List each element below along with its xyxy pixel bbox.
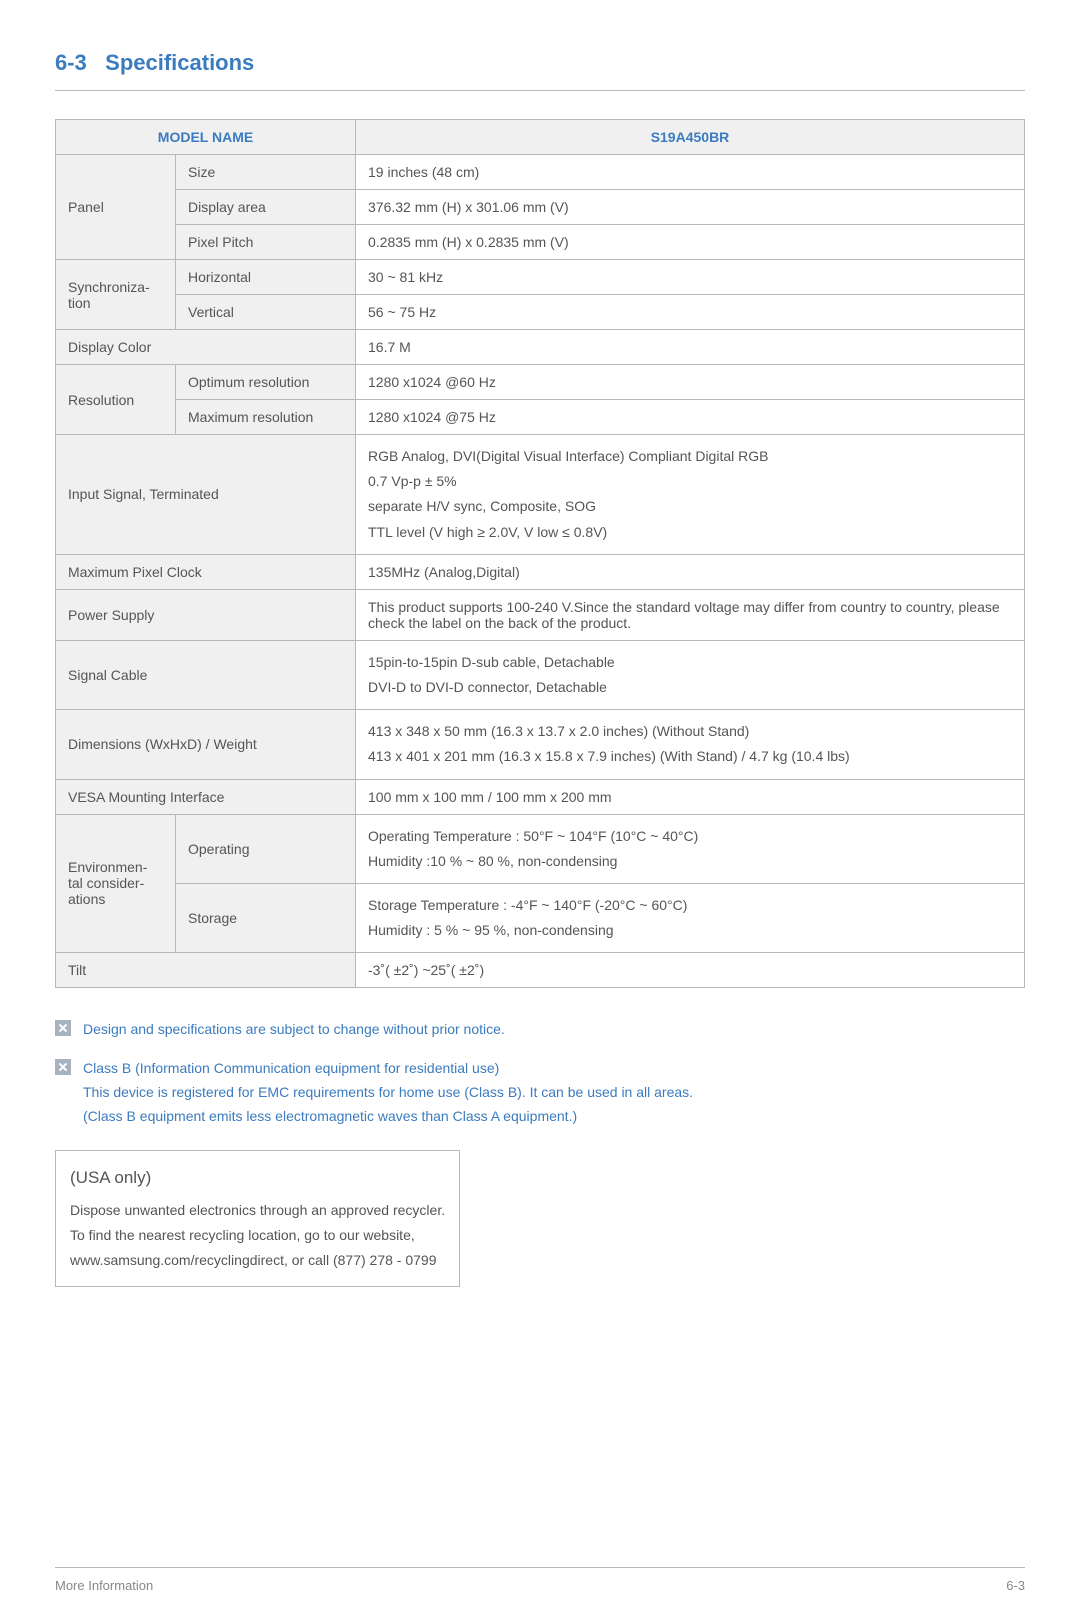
sub-pixel-pitch: Pixel Pitch <box>176 225 356 260</box>
line: Operating Temperature : 50°F ~ 104°F (10… <box>368 828 698 844</box>
table-header-model: MODEL NAME <box>56 120 356 155</box>
line: RGB Analog, DVI(Digital Visual Interface… <box>368 448 768 464</box>
usa-line: To find the nearest recycling location, … <box>70 1223 445 1248</box>
val-opt-res: 1280 x1024 @60 Hz <box>356 365 1025 400</box>
sub-vertical: Vertical <box>176 295 356 330</box>
val-tilt: -3˚( ±2˚) ~25˚( ±2˚) <box>356 953 1025 988</box>
sub-size: Size <box>176 155 356 190</box>
usa-title: (USA only) <box>70 1163 445 1194</box>
val-dimensions: 413 x 348 x 50 mm (16.3 x 13.7 x 2.0 inc… <box>356 710 1025 779</box>
usa-line: www.samsung.com/recyclingdirect, or call… <box>70 1248 445 1273</box>
footer-right: 6-3 <box>1006 1578 1025 1593</box>
specifications-table: MODEL NAME S19A450BR Panel Size 19 inche… <box>55 119 1025 988</box>
val-display-color: 16.7 M <box>356 330 1025 365</box>
note-text: Design and specifications are subject to… <box>83 1018 505 1042</box>
val-pixel-pitch: 0.2835 mm (H) x 0.2835 mm (V) <box>356 225 1025 260</box>
cat-max-clock: Maximum Pixel Clock <box>56 554 356 589</box>
sub-horizontal: Horizontal <box>176 260 356 295</box>
val-storage: Storage Temperature : -4°F ~ 140°F (-20°… <box>356 883 1025 952</box>
line: (Class B equipment emits less electromag… <box>83 1105 693 1129</box>
val-display-area: 376.32 mm (H) x 301.06 mm (V) <box>356 190 1025 225</box>
line: Humidity : 5 % ~ 95 %, non-condensing <box>368 922 614 938</box>
sub-storage: Storage <box>176 883 356 952</box>
line: Humidity :10 % ~ 80 %, non-condensing <box>368 853 617 869</box>
table-header-modelname: S19A450BR <box>356 120 1025 155</box>
note-row: Design and specifications are subject to… <box>55 1018 1025 1042</box>
usa-line: Dispose unwanted electronics through an … <box>70 1198 445 1223</box>
val-horizontal: 30 ~ 81 kHz <box>356 260 1025 295</box>
val-max-clock: 135MHz (Analog,Digital) <box>356 554 1025 589</box>
line: Class B (Information Communication equip… <box>83 1060 499 1076</box>
line: Storage Temperature : -4°F ~ 140°F (-20°… <box>368 897 687 913</box>
page-footer: More Information 6-3 <box>55 1567 1025 1593</box>
section-heading: Specifications <box>105 50 254 75</box>
footer-left: More Information <box>55 1578 153 1593</box>
sub-max-res: Maximum resolution <box>176 400 356 435</box>
val-size: 19 inches (48 cm) <box>356 155 1025 190</box>
val-input-signal: RGB Analog, DVI(Digital Visual Interface… <box>356 435 1025 555</box>
line: separate H/V sync, Composite, SOG <box>368 498 596 514</box>
val-signal-cable: 15pin-to-15pin D-sub cable, Detachable D… <box>356 640 1025 709</box>
cat-signal-cable: Signal Cable <box>56 640 356 709</box>
cat-power: Power Supply <box>56 589 356 640</box>
cat-resolution: Resolution <box>56 365 176 435</box>
cat-panel: Panel <box>56 155 176 260</box>
sub-opt-res: Optimum resolution <box>176 365 356 400</box>
line: 413 x 348 x 50 mm (16.3 x 13.7 x 2.0 inc… <box>368 723 749 739</box>
sub-operating: Operating <box>176 814 356 883</box>
line: DVI-D to DVI-D connector, Detachable <box>368 679 607 695</box>
cat-sync: Synchroniza- tion <box>56 260 176 330</box>
section-number: 6-3 <box>55 50 87 75</box>
cat-tilt: Tilt <box>56 953 356 988</box>
usa-only-box: (USA only) Dispose unwanted electronics … <box>55 1150 460 1286</box>
prohibit-icon <box>55 1020 71 1036</box>
val-vesa: 100 mm x 100 mm / 100 mm x 200 mm <box>356 779 1025 814</box>
line: 15pin-to-15pin D-sub cable, Detachable <box>368 654 615 670</box>
note-text: Class B (Information Communication equip… <box>83 1057 693 1128</box>
line: 0.7 Vp-p ± 5% <box>368 473 457 489</box>
val-operating: Operating Temperature : 50°F ~ 104°F (10… <box>356 814 1025 883</box>
line: Design and specifications are subject to… <box>83 1021 505 1037</box>
sub-display-area: Display area <box>176 190 356 225</box>
notes: Design and specifications are subject to… <box>55 1018 1025 1128</box>
line: This device is registered for EMC requir… <box>83 1081 693 1105</box>
cat-input-signal: Input Signal, Terminated <box>56 435 356 555</box>
cat-vesa: VESA Mounting Interface <box>56 779 356 814</box>
val-power: This product supports 100-240 V.Since th… <box>356 589 1025 640</box>
section-title: 6-3 Specifications <box>55 50 1025 91</box>
line: TTL level (V high ≥ 2.0V, V low ≤ 0.8V) <box>368 524 607 540</box>
val-vertical: 56 ~ 75 Hz <box>356 295 1025 330</box>
line: 413 x 401 x 201 mm (16.3 x 15.8 x 7.9 in… <box>368 748 850 764</box>
cat-display-color: Display Color <box>56 330 356 365</box>
prohibit-icon <box>55 1059 71 1075</box>
cat-env: Environmen- tal consider- ations <box>56 814 176 953</box>
note-row: Class B (Information Communication equip… <box>55 1057 1025 1128</box>
cat-dimensions: Dimensions (WxHxD) / Weight <box>56 710 356 779</box>
val-max-res: 1280 x1024 @75 Hz <box>356 400 1025 435</box>
